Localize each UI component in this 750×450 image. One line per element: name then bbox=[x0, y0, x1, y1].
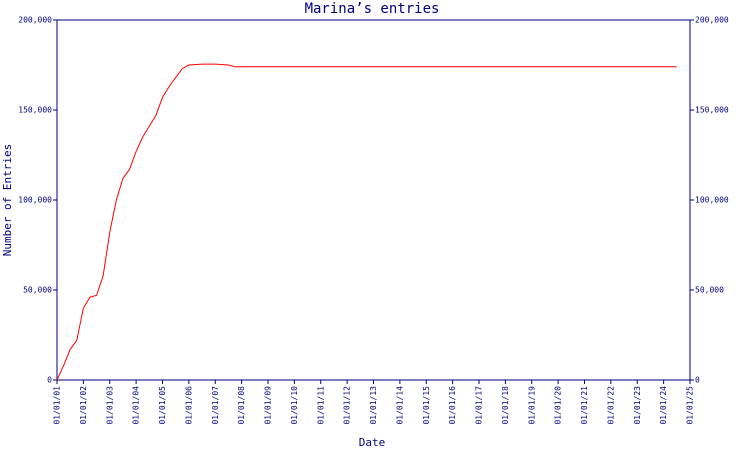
x-tick-label: 01/01/15 bbox=[422, 386, 431, 425]
x-axis-label: Date bbox=[359, 436, 386, 449]
x-tick-label: 01/01/07 bbox=[211, 386, 220, 425]
x-tick-label: 01/01/20 bbox=[554, 386, 563, 425]
y2-tick-label: 200,000 bbox=[695, 16, 729, 25]
y2-tick-label: 150,000 bbox=[695, 106, 729, 115]
x-tick-label: 01/01/16 bbox=[448, 386, 457, 425]
x-tick-label: 01/01/21 bbox=[580, 386, 589, 425]
data-line bbox=[56, 63, 677, 381]
y-tick-label: 200,000 bbox=[18, 16, 52, 25]
y-axis-label: Number of Entries bbox=[1, 144, 14, 257]
x-tick-label: 01/01/08 bbox=[237, 386, 246, 425]
x-tick-label: 01/01/25 bbox=[686, 386, 695, 425]
y2-tick-label: 0 bbox=[695, 376, 700, 385]
chart-title: Marina’s entries bbox=[305, 1, 440, 17]
y-tick-label: 50,000 bbox=[23, 286, 52, 295]
x-tick-label: 01/01/14 bbox=[395, 386, 404, 425]
x-tick-label: 01/01/09 bbox=[264, 386, 273, 425]
x-tick-label: 01/01/17 bbox=[475, 386, 484, 425]
x-tick-label: 01/01/24 bbox=[659, 386, 668, 425]
x-tick-label: 01/01/01 bbox=[53, 386, 62, 425]
x-tick-label: 01/01/04 bbox=[132, 386, 141, 425]
y-tick-label: 100,000 bbox=[18, 196, 52, 205]
x-tick-label: 01/01/13 bbox=[369, 386, 378, 425]
x-tick-label: 01/01/05 bbox=[158, 386, 167, 425]
x-tick-label: 01/01/03 bbox=[105, 386, 114, 425]
y2-tick-label: 50,000 bbox=[695, 286, 724, 295]
y-tick-label: 150,000 bbox=[18, 106, 52, 115]
x-tick-label: 01/01/22 bbox=[606, 386, 615, 425]
x-tick-label: 01/01/12 bbox=[343, 386, 352, 425]
x-tick-label: 01/01/19 bbox=[527, 386, 536, 425]
x-tick-label: 01/01/23 bbox=[633, 386, 642, 425]
x-tick-label: 01/01/06 bbox=[184, 386, 193, 425]
x-tick-label: 01/01/10 bbox=[290, 386, 299, 425]
plot-frame bbox=[56, 19, 691, 381]
x-tick-label: 01/01/18 bbox=[501, 386, 510, 425]
x-tick-label: 01/01/11 bbox=[316, 386, 325, 425]
y2-tick-label: 100,000 bbox=[695, 196, 729, 205]
x-tick-label: 01/01/02 bbox=[79, 386, 88, 425]
y-tick-label: 0 bbox=[47, 376, 52, 385]
